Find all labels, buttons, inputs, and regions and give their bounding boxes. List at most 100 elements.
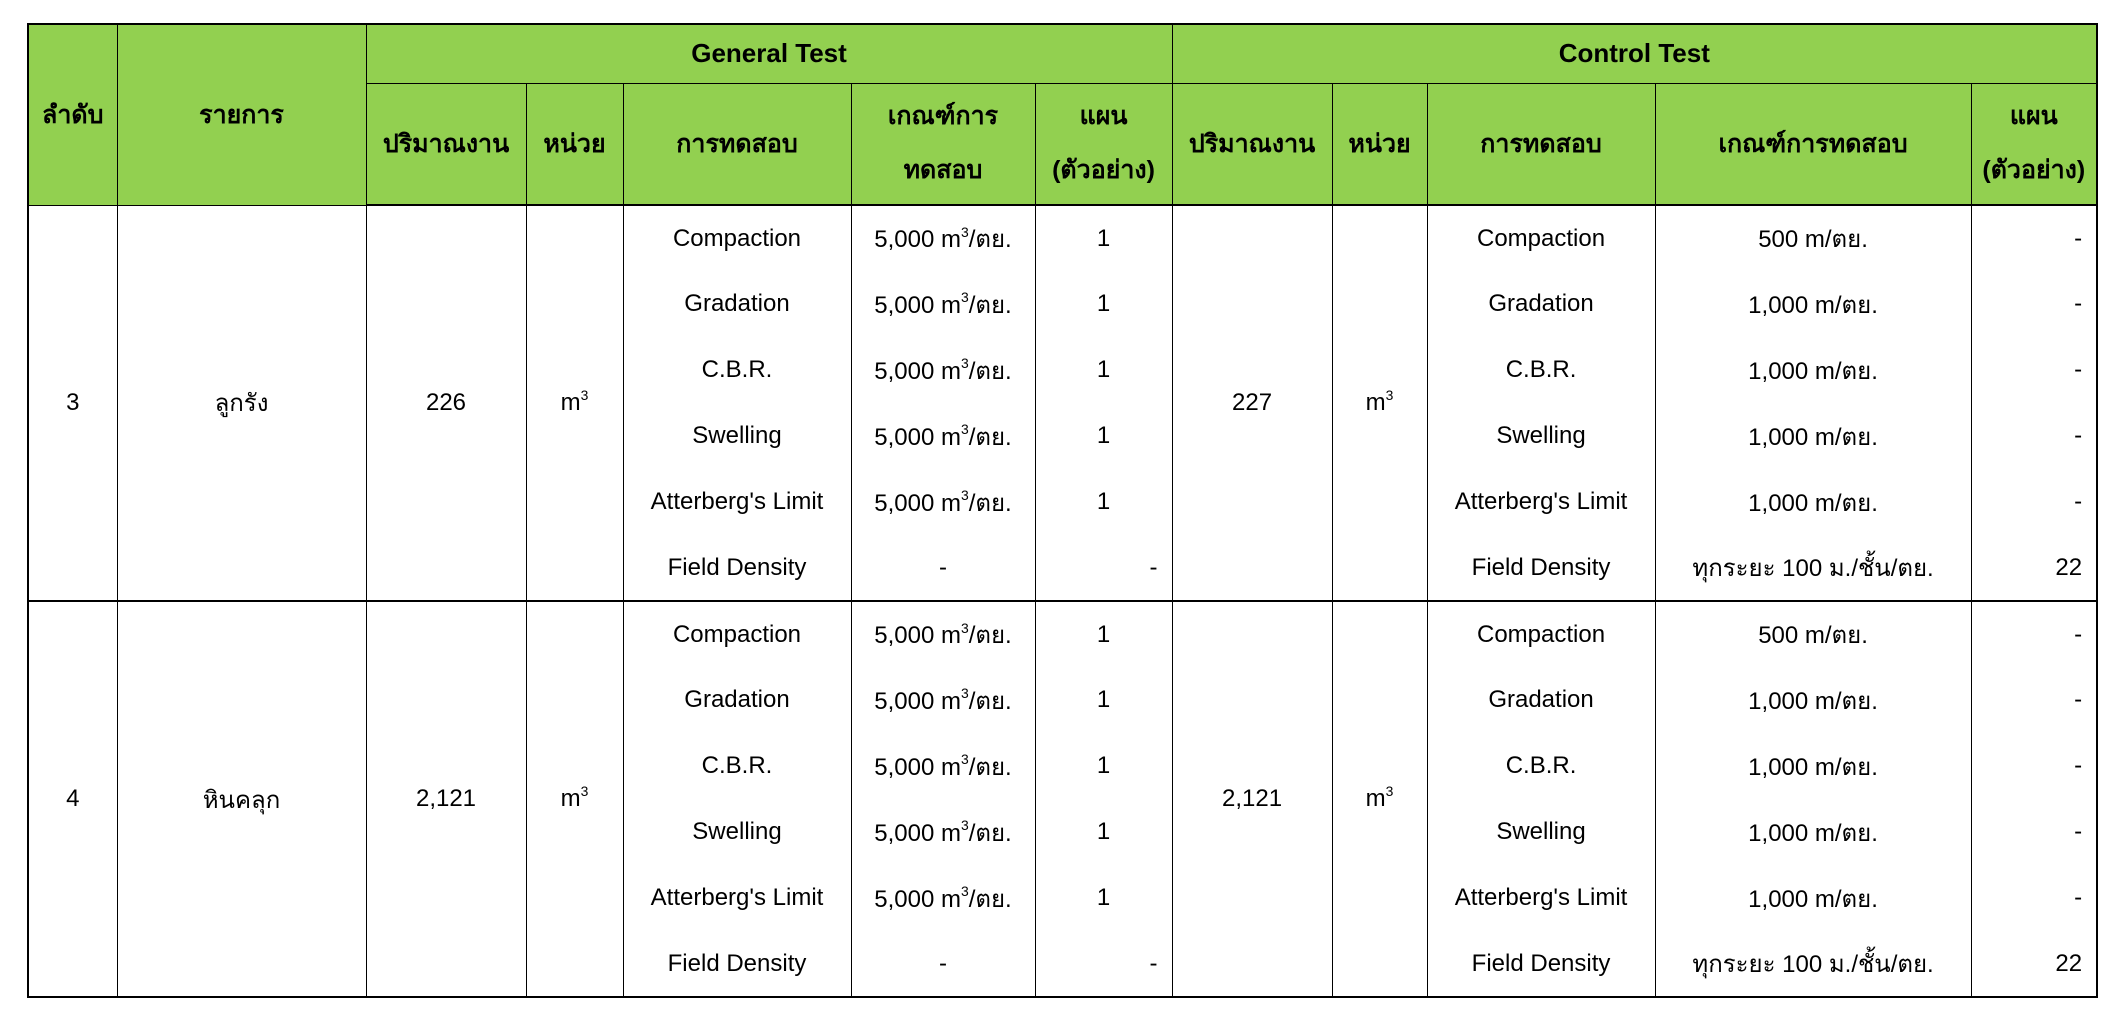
criteria-text: 1,000 m/ตย. [1748,423,1878,451]
cell-control-test-name: Compaction [1426,205,1656,271]
col-header-control-test-name: การทดสอบ [1426,82,1656,206]
cell-general-criteria: 5,000 m3/ตย. [850,271,1036,337]
table-row: Field Density - - Field Density ทุกระยะ 100 … [28,535,2098,602]
criteria-superscript: 3 [961,883,969,900]
col-header-control-criteria: เกณฑ์การทดสอบ [1654,82,1972,206]
table-row: Gradation 5,000 m3/ตย. 1 Gradation 1,000 m/ต… [28,667,2098,733]
cell-general-test-name: Swelling [622,799,852,865]
criteria-superscript: 3 [961,619,969,636]
cell-general-quantity: 226 [365,205,527,602]
criteria-text: 500 m/ตย. [1758,622,1868,649]
criteria-text: 5,000 m [874,489,961,517]
criteria-text: ทุกระยะ 100 ม./ชั้น/ตย. [1692,555,1934,582]
cell-general-test-name: Gradation [622,667,852,733]
group-header-general-test: General Test [365,23,1173,84]
cell-general-test-name: Atterberg's Limit [622,865,852,931]
cell-general-plan: 1 [1034,799,1173,865]
cell-control-criteria: 500 m/ตย. [1654,601,1972,667]
criteria-unit-text: /ตย. [968,753,1012,781]
cell-control-test-name: Gradation [1426,667,1656,733]
cell-general-criteria: - [850,931,1036,998]
col-header-general-plan: แผน (ตัวอย่าง) [1034,82,1173,206]
unit-text: m [1365,785,1386,812]
criteria-text: 5,000 m [874,885,961,913]
criteria-superscript: 3 [961,685,969,702]
col-header-no: ลำดับ [27,23,118,206]
cell-control-plan: - [1970,337,2098,403]
cell-general-plan: 1 [1034,733,1173,799]
cell-general-criteria: 5,000 m3/ตย. [850,403,1036,469]
criteria-unit-text: /ตย. [968,489,1012,517]
cell-general-plan: 1 [1034,469,1173,535]
cell-control-test-name: C.B.R. [1426,337,1656,403]
criteria-superscript: 3 [961,487,969,504]
criteria-text: 5,000 m [874,357,961,385]
cell-control-test-name: Swelling [1426,799,1656,865]
cell-general-plan: 1 [1034,337,1173,403]
material-test-table: ลำดับ รายการ General Test Control Test ป… [27,23,2099,998]
criteria-unit-text: /ตย. [968,819,1012,847]
criteria-unit-text: /ตย. [968,622,1012,649]
cell-row-no: 4 [27,601,118,998]
table-row: Swelling 5,000 m3/ตย. 1 Swelling 1,000 m/ตย.… [28,403,2098,469]
cell-general-criteria: 5,000 m3/ตย. [850,865,1036,931]
cell-control-test-name: C.B.R. [1426,733,1656,799]
criteria-superscript: 3 [961,355,969,372]
cell-control-plan: - [1970,601,2098,667]
criteria-text: - [939,553,947,581]
cell-control-criteria: 1,000 m/ตย. [1654,337,1972,403]
criteria-unit-text: /ตย. [968,687,1012,715]
unit-superscript: 3 [1385,782,1394,799]
cell-control-test-name: Swelling [1426,403,1656,469]
cell-general-test-name: Compaction [622,601,852,667]
criteria-superscript: 3 [961,817,969,834]
cell-control-plan: - [1970,403,2098,469]
cell-general-test-name: Compaction [622,205,852,271]
unit-text: m [560,785,581,812]
table-header: ลำดับ รายการ General Test Control Test ป… [27,23,2098,206]
cell-control-plan: - [1970,733,2098,799]
cell-general-test-name: C.B.R. [622,337,852,403]
cell-general-test-name: C.B.R. [622,733,852,799]
group-header-control-test: Control Test [1171,23,2098,84]
unit-text: m [1365,389,1386,416]
plan-header-line1: แผน [1079,102,1128,130]
cell-control-plan: 22 [1970,931,2098,998]
cell-general-plan: 1 [1034,667,1173,733]
cell-control-plan: - [1970,799,2098,865]
criteria-text: 1,000 m/ตย. [1748,753,1878,781]
cell-general-unit: m3 [525,601,624,998]
criteria-text: 1,000 m/ตย. [1748,357,1878,385]
cell-general-test-name: Atterberg's Limit [622,469,852,535]
table-row: C.B.R. 5,000 m3/ตย. 1 C.B.R. 1,000 m/ตย. - [28,337,2098,403]
cell-control-plan: - [1970,865,2098,931]
cell-general-plan: 1 [1034,205,1173,271]
cell-row-no: 3 [27,205,118,602]
plan-header-line2: (ตัวอย่าง) [1052,155,1155,184]
criteria-superscript: 3 [961,289,969,306]
criteria-superscript: 3 [961,751,969,768]
cell-general-criteria: - [850,535,1036,602]
cell-general-unit: m3 [525,205,624,602]
criteria-text: 500 m/ตย. [1758,226,1868,253]
criteria-superscript: 3 [961,223,969,240]
col-header-general-test-name: การทดสอบ [622,82,852,206]
table-row: Gradation 5,000 m3/ตย. 1 Gradation 1,000 m/ต… [28,271,2098,337]
cell-control-criteria: 1,000 m/ตย. [1654,733,1972,799]
cell-control-quantity: 227 [1171,205,1333,602]
cell-control-quantity: 2,121 [1171,601,1333,998]
criteria-text: 1,000 m/ตย. [1748,885,1878,913]
cell-general-plan: 1 [1034,865,1173,931]
criteria-unit-text: /ตย. [968,357,1012,385]
criteria-text: 5,000 m [874,753,961,781]
table-body: 3 ลูกรัง 226 m3 Compaction 5,000 m3/ตย. 1 227 m3… [27,205,2098,998]
cell-general-test-name: Swelling [622,403,852,469]
criteria-text: 1,000 m/ตย. [1748,291,1878,319]
cell-control-unit: m3 [1331,205,1428,602]
table-row: Atterberg's Limit 5,000 m3/ตย. 1 Atterberg'… [28,469,2098,535]
criteria-header-line1: เกณฑ์การ [887,102,999,130]
criteria-text: 1,000 m/ตย. [1748,687,1878,715]
cell-control-criteria: 1,000 m/ตย. [1654,271,1972,337]
cell-control-criteria: 1,000 m/ตย. [1654,469,1972,535]
criteria-text: 1,000 m/ตย. [1748,819,1878,847]
